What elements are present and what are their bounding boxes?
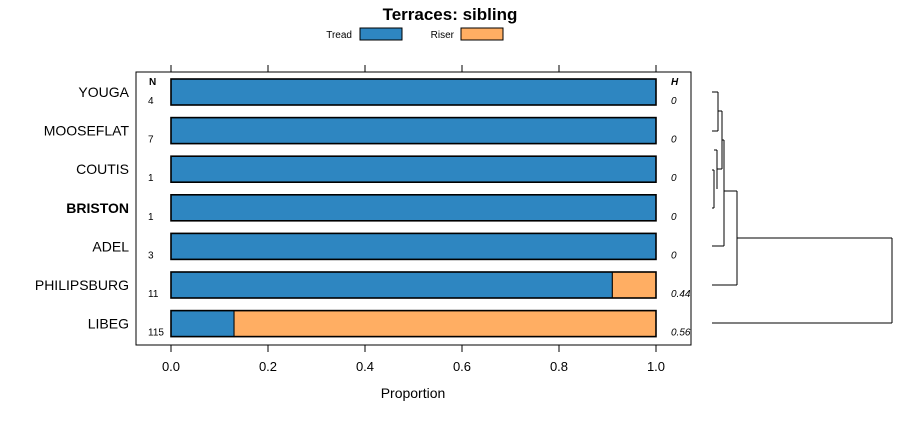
- x-tick-label: 0.4: [356, 359, 374, 374]
- bar-tread-briston: [170, 194, 657, 222]
- h-value-coutis: 0: [671, 173, 677, 184]
- bar-riser-philipsburg: [611, 271, 657, 299]
- h-value-adel: 0: [671, 250, 677, 261]
- h-value-briston: 0: [671, 212, 677, 223]
- category-label-philipsburg: PHILIPSBURG: [35, 277, 129, 293]
- h-header: H: [671, 77, 679, 88]
- x-tick-label: 1.0: [647, 359, 665, 374]
- bar-outline-briston: [170, 194, 657, 222]
- bar-outline-adel: [170, 232, 657, 261]
- legend-swatch-riser: [460, 27, 504, 41]
- bar-outline-coutis: [170, 155, 657, 183]
- x-axis-title: Proportion: [381, 385, 446, 401]
- x-axis: 0.0 0.2 0.4 0.6 0.8 1.0: [162, 65, 665, 374]
- plot-panel: [135, 71, 692, 346]
- category-label-briston: BRISTON: [66, 200, 129, 216]
- h-value-philipsburg: 0.44: [671, 289, 691, 300]
- n-value-libeg: 115: [148, 328, 164, 339]
- n-value-mooseflat: 7: [148, 135, 154, 146]
- legend: Tread Riser: [326, 27, 504, 41]
- bar-tread-adel: [170, 232, 657, 260]
- legend-label-riser: Riser: [431, 30, 455, 41]
- n-value-adel: 3: [148, 250, 154, 261]
- h-value-mooseflat: 0: [671, 135, 677, 146]
- x-tick-label: 0.8: [550, 359, 568, 374]
- n-header: N: [149, 77, 156, 88]
- category-label-coutis: COUTIS: [76, 161, 129, 177]
- category-label-youga: YOUGA: [78, 84, 129, 100]
- legend-label-tread: Tread: [326, 30, 352, 41]
- h-value-youga: 0: [671, 96, 677, 107]
- category-label-mooseflat: MOOSEFLAT: [44, 123, 130, 139]
- h-value-libeg: 0.56: [671, 328, 691, 339]
- category-label-libeg: LIBEG: [88, 316, 129, 332]
- bar-riser-libeg: [233, 310, 657, 338]
- bar-tread-mooseflat: [170, 117, 657, 145]
- x-tick-label: 0.2: [259, 359, 277, 374]
- bar-tread-philipsburg: [170, 271, 613, 299]
- bar-outline-philipsburg: [170, 271, 657, 299]
- dendrogram: [712, 91, 893, 324]
- category-labels: YOUGA 4 0 MOOSEFLAT 7 0 COUTIS 1 0 BRISTON 1 0 ADEL 3…: [35, 77, 691, 339]
- n-value-coutis: 1: [148, 173, 154, 184]
- x-tick-label: 0.0: [162, 359, 180, 374]
- n-value-youga: 4: [148, 96, 154, 107]
- bar-tread-coutis: [170, 155, 657, 183]
- bar-outline-libeg: [170, 309, 657, 338]
- n-value-briston: 1: [148, 212, 154, 223]
- bar-outline-mooseflat: [170, 116, 657, 145]
- bar-tread-youga: [170, 78, 657, 106]
- category-label-adel: ADEL: [92, 238, 129, 254]
- bar-tread-libeg: [170, 310, 235, 338]
- n-value-philipsburg: 11: [148, 289, 159, 300]
- legend-swatch-tread: [359, 27, 403, 41]
- x-tick-label: 0.6: [453, 359, 471, 374]
- bars-group: [170, 78, 657, 338]
- chart-title: Terraces: sibling: [383, 5, 518, 24]
- bar-outline-youga: [170, 78, 657, 106]
